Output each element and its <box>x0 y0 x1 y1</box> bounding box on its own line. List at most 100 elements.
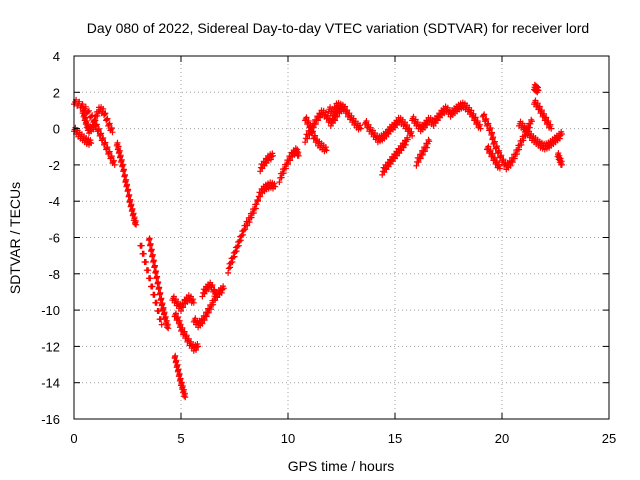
data-point <box>511 155 518 162</box>
data-point <box>406 125 413 132</box>
x-tick-label: 20 <box>495 431 509 446</box>
data-point <box>484 121 491 128</box>
data-point <box>497 153 504 160</box>
data-point <box>294 146 301 153</box>
data-point <box>534 100 541 107</box>
data-point <box>155 308 162 314</box>
data-point <box>153 299 160 306</box>
data-point <box>108 153 115 160</box>
data-point <box>122 171 128 178</box>
data-point <box>96 125 102 132</box>
data-point <box>557 155 564 162</box>
data-point <box>152 262 158 269</box>
x-tick-label: 15 <box>388 431 402 446</box>
data-point <box>534 83 540 90</box>
data-point <box>208 283 215 290</box>
data-point <box>404 136 411 143</box>
data-point <box>543 114 550 121</box>
data-point <box>123 176 130 183</box>
data-point <box>235 242 242 249</box>
data-point <box>276 179 283 186</box>
data-point <box>486 126 493 133</box>
data-point <box>111 161 118 168</box>
data-point <box>489 150 496 157</box>
data-point <box>110 157 117 164</box>
data-point <box>555 150 562 157</box>
data-point <box>535 87 542 94</box>
y-tick-label: -6 <box>48 231 60 246</box>
data-point <box>209 282 216 288</box>
data-point <box>154 273 161 280</box>
data-point <box>129 205 136 212</box>
data-point <box>218 289 225 296</box>
y-tick-label: -12 <box>41 339 60 354</box>
data-point <box>304 135 311 142</box>
data-point <box>472 114 479 121</box>
data-point <box>106 148 113 155</box>
data-point <box>108 154 115 161</box>
data-point <box>205 309 212 316</box>
data-point <box>332 117 339 124</box>
data-point <box>179 324 186 331</box>
data-point <box>177 321 184 328</box>
data-point <box>210 287 217 294</box>
data-point <box>516 146 523 153</box>
data-point <box>303 114 310 121</box>
data-point <box>307 123 314 130</box>
data-point <box>208 306 214 313</box>
data-point <box>496 161 503 168</box>
data-point <box>514 151 520 157</box>
y-tick-label: -4 <box>48 194 60 209</box>
x-axis-label: GPS time / hours <box>288 458 395 474</box>
data-point <box>509 159 516 166</box>
data-point <box>280 170 287 177</box>
data-point <box>138 242 145 249</box>
data-point <box>140 250 147 257</box>
data-point <box>250 210 257 216</box>
data-point <box>409 132 416 139</box>
data-point <box>422 148 428 155</box>
data-point <box>87 137 94 144</box>
data-point <box>165 325 172 332</box>
data-point <box>195 343 202 350</box>
data-point <box>229 259 236 265</box>
data-point <box>529 118 535 125</box>
data-point <box>150 257 157 264</box>
data-point <box>104 144 111 151</box>
data-point <box>310 128 316 135</box>
data-point <box>287 157 294 164</box>
data-point <box>89 112 96 119</box>
data-point <box>79 101 86 108</box>
data-point <box>507 162 514 169</box>
data-point <box>190 296 197 303</box>
data-point <box>494 143 500 150</box>
data-point <box>489 129 495 136</box>
data-point <box>323 147 330 154</box>
data-point <box>158 321 165 328</box>
data-point <box>312 132 319 139</box>
data-point <box>201 317 208 324</box>
data-point <box>155 279 162 285</box>
data-point <box>176 370 183 377</box>
data-point <box>232 249 239 255</box>
data-point <box>270 152 276 159</box>
data-point <box>547 121 554 128</box>
data-point <box>76 98 83 105</box>
data-point <box>162 313 169 320</box>
data-point <box>282 165 289 172</box>
data-point <box>272 183 279 190</box>
data-point <box>81 110 88 117</box>
x-tick-label: 25 <box>602 431 616 446</box>
data-point <box>125 186 132 193</box>
data-point <box>175 366 182 373</box>
data-point <box>128 201 135 208</box>
data-point <box>225 265 232 272</box>
axis-ticks <box>73 55 610 420</box>
data-point <box>480 112 487 119</box>
data-point <box>332 108 339 115</box>
data-point <box>103 145 110 152</box>
data-point <box>541 110 548 117</box>
data-point <box>231 253 238 260</box>
data-point <box>157 289 164 296</box>
